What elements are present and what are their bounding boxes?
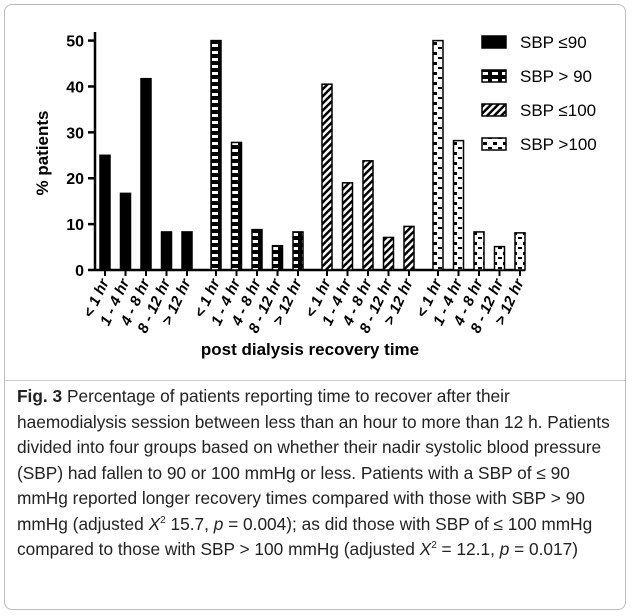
caption-text: = 12.1, (436, 539, 500, 559)
bar (119, 192, 132, 271)
bar (514, 232, 526, 271)
caption-text: Percentage of patients reporting time to… (17, 386, 610, 534)
caption-text: 15.7, (165, 513, 214, 534)
bar (432, 39, 444, 271)
bar (210, 39, 222, 271)
y-tick-label: 40 (66, 79, 84, 96)
legend-label: SBP >100 (520, 135, 597, 154)
bar (493, 245, 506, 271)
bar (362, 160, 374, 271)
caption-text: X (148, 513, 161, 534)
y-tick-label: 0 (75, 263, 84, 280)
y-tick-label: 50 (66, 34, 84, 51)
legend-label: SBP ≤100 (520, 101, 596, 120)
legend-label: SBP ≤90 (520, 33, 587, 52)
x-axis-label: post dialysis recovery time (201, 340, 419, 359)
caption-text: p (213, 513, 224, 534)
bar (181, 231, 193, 271)
caption-text: 2 (160, 514, 166, 526)
bar (292, 231, 304, 271)
bar (473, 231, 485, 271)
chart: % patients post dialysis recovery time 0… (33, 32, 597, 359)
y-axis-label: % patients (33, 110, 52, 195)
y-tick-label: 10 (66, 217, 84, 234)
caption-text: = 0.004); as did those with SBP of ≤ 100… (17, 513, 593, 560)
bar (341, 182, 354, 271)
caption-text: p (499, 539, 510, 559)
bar (140, 77, 152, 271)
legend-swatch (481, 69, 507, 83)
y-tick-label: 30 (66, 125, 84, 142)
bar (382, 236, 395, 271)
caption-label: Fig. 3 (17, 386, 63, 406)
separator (5, 380, 625, 381)
caption-text: = 0.017) (509, 539, 579, 559)
bar (99, 154, 111, 271)
bar (230, 141, 243, 271)
bar (251, 228, 263, 271)
legend-label: SBP > 90 (520, 67, 592, 86)
frame (4, 4, 626, 610)
bar (160, 231, 173, 271)
bar (321, 83, 333, 271)
caption-text: 2 (431, 540, 437, 552)
y-tick-label: 20 (66, 171, 84, 188)
legend-swatch (481, 35, 507, 49)
bar (271, 244, 284, 271)
bar (403, 225, 415, 271)
caption-text: X (419, 539, 432, 559)
legend-swatch (481, 137, 507, 151)
bar (452, 139, 465, 271)
legend-swatch (481, 103, 507, 117)
caption: Fig. 3 Percentage of patients reporting … (17, 384, 617, 563)
